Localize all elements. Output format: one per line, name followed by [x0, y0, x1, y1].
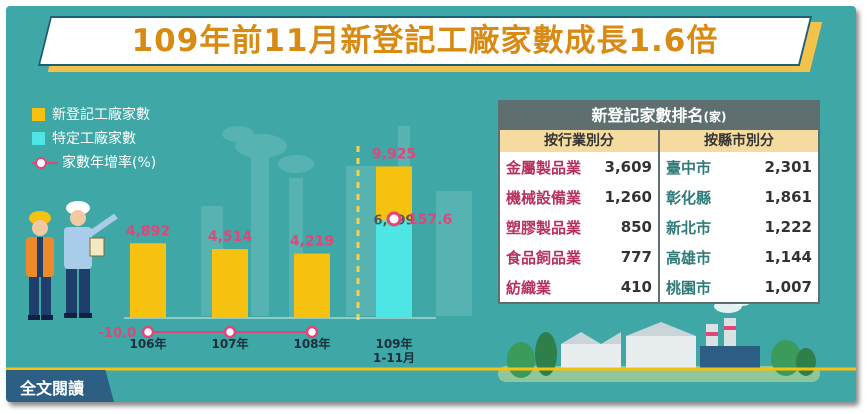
industry-name: 塑膠製品業: [506, 218, 582, 237]
growth-marker: [141, 325, 155, 339]
county-ranking-row: 桃園市 1,007: [660, 272, 818, 302]
category-label: 109年: [375, 336, 412, 351]
county-name: 高雄市: [666, 248, 712, 267]
industry-name: 金屬製品業: [506, 158, 582, 177]
category-label: 108年: [293, 336, 330, 351]
county-ranking-header: 按縣市別分: [660, 130, 818, 152]
growth-label-first: -10.0: [99, 326, 136, 341]
growth-marker: [305, 325, 319, 339]
industry-ranking-column: 按行業別分 金屬製品業 3,609 機械設備業 1,260 塑膠製品業 850 食品飼品業 7…: [500, 130, 658, 302]
industry-value: 777: [620, 248, 652, 266]
bar-value-label: 9,925: [372, 146, 416, 162]
county-ranking-column: 按縣市別分 臺中市 2,301 彰化縣 1,861 新北市 1,222 高雄市 1,144 桃園…: [658, 130, 818, 302]
industry-ranking-row: 塑膠製品業 850: [500, 212, 658, 242]
county-value: 1,861: [764, 188, 812, 206]
industry-value: 410: [620, 278, 652, 296]
legend-line-marker-icon: [32, 156, 58, 169]
county-name: 彰化縣: [666, 188, 712, 207]
worker-illustration-right: [64, 201, 118, 318]
growth-marker: [223, 325, 237, 339]
legend-label-new: 新登記工廠家數: [52, 107, 150, 123]
legend-item-specific: 特定工廠家數: [32, 126, 156, 150]
legend-label-growth: 家數年增率(%): [62, 155, 157, 171]
read-full-button[interactable]: [6, 370, 114, 402]
county-value: 2,301: [764, 158, 812, 176]
bar-new-2: [294, 253, 330, 318]
background-illustration: [6, 126, 856, 382]
worker-illustration-left: [26, 211, 54, 320]
industry-value: 3,609: [604, 158, 652, 176]
bar-chart: 4,8924,5144,2199,9256,399-10.0157.6106年1…: [99, 146, 453, 365]
category-label: 1-11月: [373, 351, 415, 365]
page-title: 109年前11月新登記工廠家數成長1.6倍: [131, 23, 719, 59]
growth-label-last: 157.6: [408, 212, 452, 228]
legend-swatch-yellow: [32, 107, 45, 121]
industry-name: 食品飼品業: [506, 248, 582, 267]
industry-ranking-row: 金屬製品業 3,609: [500, 152, 658, 182]
category-label: 106年: [129, 336, 166, 351]
chart-legend: 新登記工廠家數 特定工廠家數 家數年增率(%): [32, 102, 156, 174]
county-ranking-row: 新北市 1,222: [660, 212, 818, 242]
county-ranking-row: 高雄市 1,144: [660, 242, 818, 272]
county-value: 1,007: [764, 278, 812, 296]
read-full-label[interactable]: 全文閱讀: [20, 379, 85, 398]
industry-name: 紡織業: [506, 278, 552, 297]
industry-value: 850: [620, 218, 652, 236]
category-label: 107年: [211, 336, 248, 351]
industry-ranking-header: 按行業別分: [500, 130, 658, 152]
ranking-title: 新登記家數排名: [591, 106, 704, 125]
county-ranking-row: 臺中市 2,301: [660, 152, 818, 182]
industry-name: 機械設備業: [506, 188, 582, 207]
ranking-panel: 新登記家數排名(家) 按行業別分 金屬製品業 3,609 機械設備業 1,260 塑膠製…: [498, 100, 820, 304]
industry-ranking-row: 機械設備業 1,260: [500, 182, 658, 212]
county-value: 1,144: [764, 248, 812, 266]
bar-value-label: 4,514: [208, 229, 253, 245]
county-name: 臺中市: [666, 158, 712, 177]
industry-ranking-row: 紡織業 410: [500, 272, 658, 302]
county-value: 1,222: [764, 218, 812, 236]
bar-new-0: [130, 243, 166, 318]
infographic-frame: 109年前11月新登記工廠家數成長1.6倍 新登記工廠家數 特定工廠家數 家數年…: [6, 6, 856, 402]
legend-item-new: 新登記工廠家數: [32, 102, 156, 126]
county-name: 新北市: [666, 218, 712, 237]
bar-new-1: [212, 249, 248, 318]
ranking-header: 新登記家數排名(家): [500, 102, 818, 130]
factory-silhouettes: [201, 126, 472, 318]
industry-value: 1,260: [604, 188, 652, 206]
growth-marker-last: [386, 211, 402, 227]
bar-value-label: 4,892: [126, 223, 170, 239]
bar-specific: [376, 220, 412, 318]
legend-label-specific: 特定工廠家數: [52, 131, 136, 147]
county-ranking-row: 彰化縣 1,861: [660, 182, 818, 212]
legend-item-growth: 家數年增率(%): [32, 150, 156, 174]
bar-value-label: 4,219: [290, 234, 334, 250]
county-name: 桃園市: [666, 278, 712, 297]
ranking-unit: (家): [703, 110, 727, 124]
legend-swatch-cyan: [32, 131, 45, 145]
industry-ranking-row: 食品飼品業 777: [500, 242, 658, 272]
